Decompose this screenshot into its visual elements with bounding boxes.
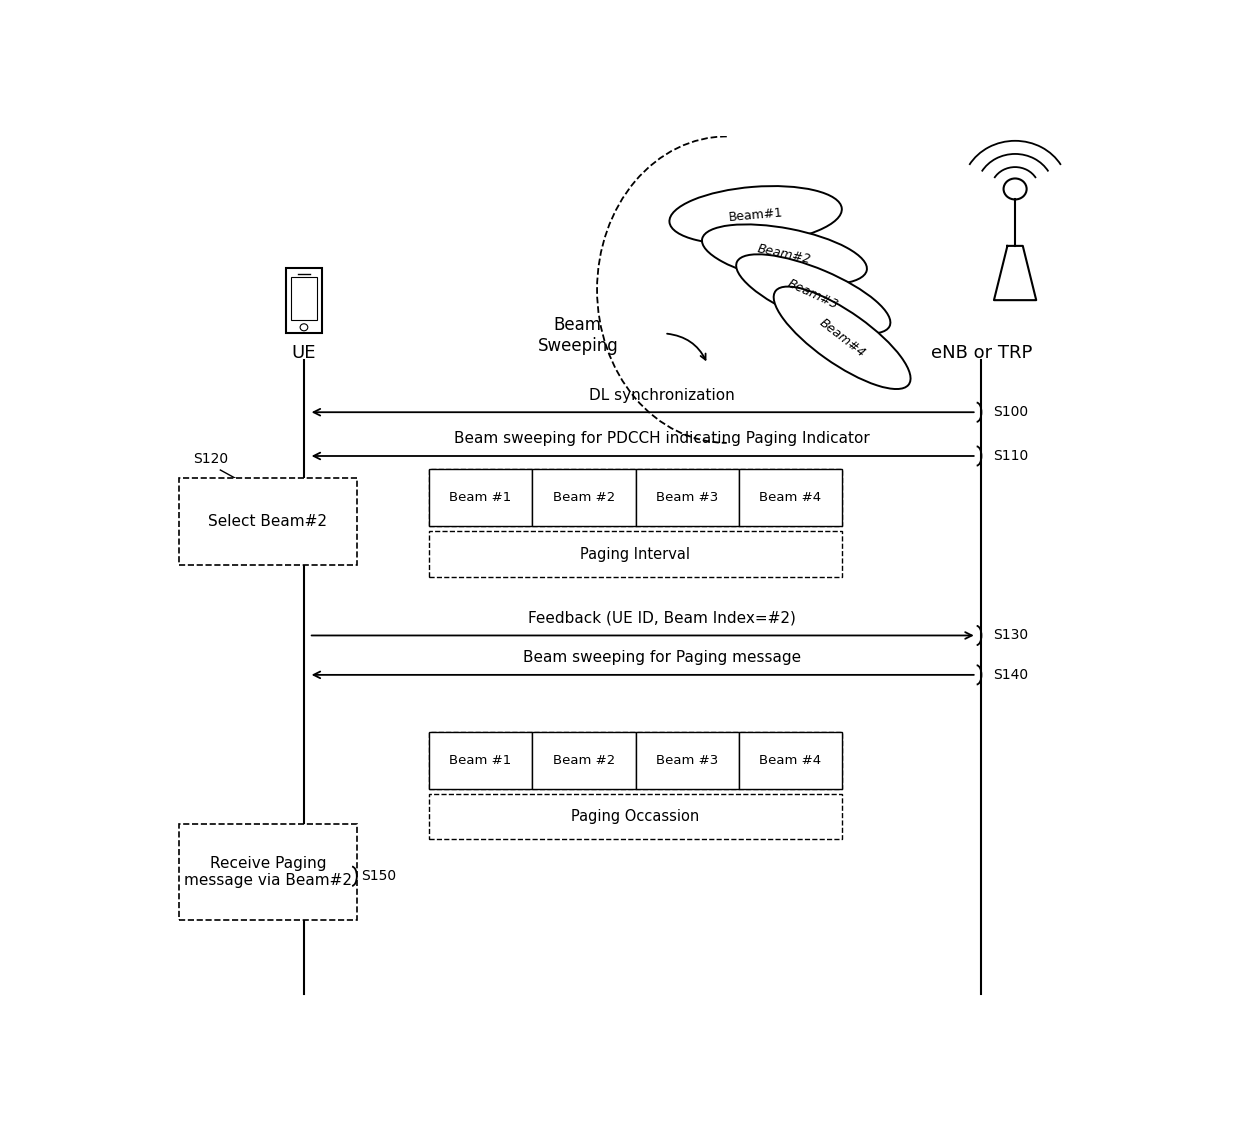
Ellipse shape bbox=[737, 255, 890, 334]
Text: Beam#1: Beam#1 bbox=[728, 207, 784, 224]
Text: S150: S150 bbox=[362, 869, 397, 883]
Text: Beam#2: Beam#2 bbox=[756, 242, 812, 267]
Text: S110: S110 bbox=[993, 449, 1028, 463]
Text: S130: S130 bbox=[993, 629, 1028, 642]
FancyBboxPatch shape bbox=[429, 531, 842, 576]
FancyBboxPatch shape bbox=[429, 470, 532, 526]
Text: S100: S100 bbox=[993, 405, 1028, 420]
FancyBboxPatch shape bbox=[179, 823, 357, 920]
Text: Beam #1: Beam #1 bbox=[449, 491, 512, 504]
FancyBboxPatch shape bbox=[532, 470, 635, 526]
FancyBboxPatch shape bbox=[429, 470, 842, 526]
Text: Beam#4: Beam#4 bbox=[817, 316, 868, 359]
Text: Beam
Sweeping: Beam Sweeping bbox=[537, 316, 619, 355]
Text: Beam sweeping for Paging message: Beam sweeping for Paging message bbox=[523, 650, 801, 665]
Text: DL synchronization: DL synchronization bbox=[589, 388, 735, 402]
Text: Feedback (UE ID, Beam Index=#2): Feedback (UE ID, Beam Index=#2) bbox=[528, 611, 796, 625]
Text: S140: S140 bbox=[993, 667, 1028, 682]
Text: S120: S120 bbox=[193, 451, 228, 466]
Text: Paging Occassion: Paging Occassion bbox=[572, 810, 699, 824]
FancyBboxPatch shape bbox=[635, 470, 739, 526]
Text: Beam sweeping for PDCCH indicating Paging Indicator: Beam sweeping for PDCCH indicating Pagin… bbox=[454, 431, 869, 447]
FancyBboxPatch shape bbox=[429, 794, 842, 839]
Text: UE: UE bbox=[291, 343, 316, 362]
Text: Beam #1: Beam #1 bbox=[449, 754, 512, 766]
FancyBboxPatch shape bbox=[532, 732, 635, 789]
Text: Beam #4: Beam #4 bbox=[759, 754, 822, 766]
Ellipse shape bbox=[702, 224, 867, 285]
Text: Beam #3: Beam #3 bbox=[656, 491, 718, 504]
FancyBboxPatch shape bbox=[290, 276, 317, 321]
FancyBboxPatch shape bbox=[739, 732, 842, 789]
Text: Beam #3: Beam #3 bbox=[656, 754, 718, 766]
FancyBboxPatch shape bbox=[285, 267, 322, 333]
Text: eNB or TRP: eNB or TRP bbox=[931, 343, 1032, 362]
Text: Beam #2: Beam #2 bbox=[553, 754, 615, 766]
Text: Paging Interval: Paging Interval bbox=[580, 547, 691, 562]
Ellipse shape bbox=[670, 186, 842, 244]
Text: Receive Paging
message via Beam#2: Receive Paging message via Beam#2 bbox=[184, 856, 352, 888]
FancyBboxPatch shape bbox=[179, 478, 357, 565]
FancyBboxPatch shape bbox=[739, 470, 842, 526]
Text: Select Beam#2: Select Beam#2 bbox=[208, 514, 327, 529]
FancyBboxPatch shape bbox=[429, 732, 842, 789]
FancyBboxPatch shape bbox=[429, 732, 532, 789]
Text: Beam #4: Beam #4 bbox=[759, 491, 822, 504]
Text: Beam#3: Beam#3 bbox=[786, 276, 841, 312]
FancyBboxPatch shape bbox=[635, 732, 739, 789]
Text: Beam #2: Beam #2 bbox=[553, 491, 615, 504]
Ellipse shape bbox=[774, 287, 910, 389]
